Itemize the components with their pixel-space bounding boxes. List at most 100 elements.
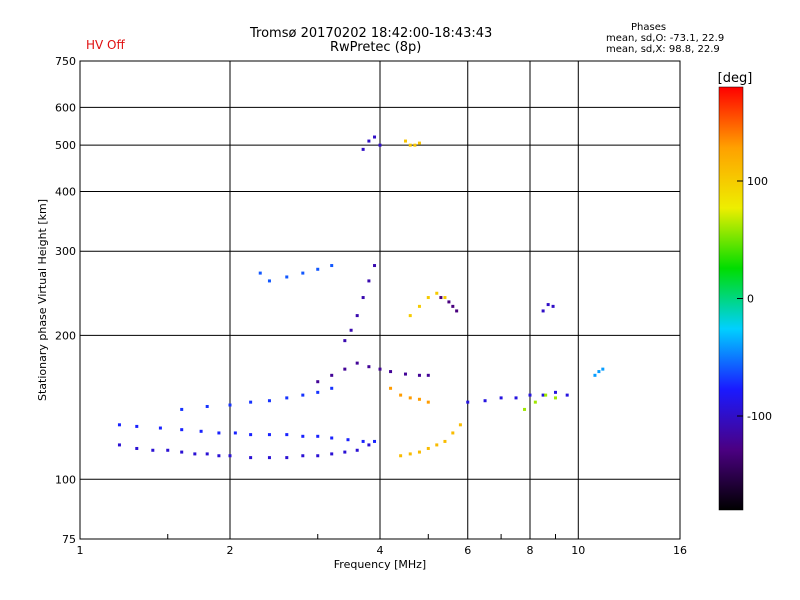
colorbar-ticks: 100 0 -100 — [737, 175, 772, 423]
data-point — [361, 147, 365, 151]
data-point — [435, 443, 439, 447]
data-point — [373, 264, 377, 268]
data-point — [199, 429, 203, 433]
y-axis-label: Stationary phase Virtual Height [km] — [36, 199, 49, 401]
data-point — [593, 373, 597, 377]
data-point — [361, 296, 365, 300]
x-tick-label: 16 — [673, 544, 687, 557]
data-point — [597, 370, 601, 374]
data-point — [533, 400, 537, 404]
data-point — [267, 456, 271, 460]
data-point — [439, 296, 443, 300]
data-point — [413, 143, 417, 147]
data-point — [180, 407, 184, 411]
data-point — [544, 393, 548, 397]
x-tick-label: 6 — [464, 544, 471, 557]
data-point — [330, 452, 334, 456]
data-point — [483, 399, 487, 403]
data-point — [316, 434, 320, 438]
data-point — [158, 426, 162, 430]
data-point — [361, 439, 365, 443]
data-point — [343, 367, 347, 371]
data-point — [267, 433, 271, 437]
plot-frame — [79, 60, 681, 540]
colorbar-tick-label: -100 — [747, 410, 772, 423]
data-point — [408, 452, 412, 456]
hv-status-label: HV Off — [86, 38, 125, 52]
data-point — [228, 454, 232, 458]
data-point — [399, 454, 403, 458]
data-point — [408, 143, 412, 147]
data-point — [426, 296, 430, 300]
data-point — [330, 373, 334, 377]
colorbar-tick-label: 0 — [747, 293, 754, 306]
data-point — [551, 304, 555, 308]
y-tick-label: 200 — [55, 329, 76, 342]
data-point — [249, 400, 253, 404]
chart-subtitle: RwPretec (8p) — [330, 40, 422, 55]
grid-lines — [80, 61, 680, 539]
data-point — [285, 456, 289, 460]
data-point — [426, 400, 430, 404]
data-point — [301, 393, 305, 397]
data-point — [228, 403, 232, 407]
data-point — [523, 407, 527, 411]
data-point — [316, 267, 320, 271]
data-point — [285, 433, 289, 437]
data-point — [378, 367, 382, 371]
data-point — [330, 436, 334, 440]
data-point — [349, 328, 353, 332]
data-point — [426, 446, 430, 450]
data-point — [528, 393, 532, 397]
x-tick-label: 1 — [77, 544, 84, 557]
data-point — [601, 367, 605, 371]
data-point — [355, 361, 359, 365]
data-point — [417, 373, 421, 377]
x-tick-label: 4 — [377, 544, 384, 557]
data-point — [217, 431, 221, 435]
data-point — [565, 393, 569, 397]
data-point — [514, 396, 518, 400]
data-point — [193, 452, 197, 456]
data-point — [553, 396, 557, 400]
data-point — [330, 386, 334, 390]
data-point — [343, 450, 347, 454]
y-tick-label: 500 — [55, 139, 76, 152]
data-point — [443, 439, 447, 443]
data-point — [403, 139, 407, 143]
data-point — [355, 448, 359, 452]
data-point — [541, 393, 545, 397]
phases-heading: Phases — [631, 22, 667, 33]
data-point — [301, 434, 305, 438]
data-point — [466, 400, 470, 404]
data-point — [373, 439, 377, 443]
data-point — [399, 393, 403, 397]
data-point — [417, 397, 421, 401]
y-tick-label: 400 — [55, 185, 76, 198]
data-point — [499, 396, 503, 400]
data-point — [389, 386, 393, 390]
data-point — [408, 396, 412, 400]
y-tick-label: 600 — [55, 101, 76, 114]
data-point — [205, 404, 209, 408]
data-point — [249, 456, 253, 460]
data-point — [426, 373, 430, 377]
data-point — [267, 279, 271, 283]
axis-ticks: 1 2 4 6 8 10 16 75 100 200 300 400 500 600 750 — [55, 55, 687, 557]
data-point — [546, 303, 550, 307]
x-tick-label: 10 — [571, 544, 585, 557]
data-point — [330, 264, 334, 268]
data-point — [117, 443, 121, 447]
data-point — [180, 450, 184, 454]
data-point — [367, 365, 371, 369]
colorbar-tick-label: 100 — [747, 175, 768, 188]
data-point — [343, 339, 347, 343]
data-point — [316, 380, 320, 384]
phases-o-stats: mean, sd,O: -73.1, 22.9 — [606, 33, 725, 44]
data-point — [301, 454, 305, 458]
data-point — [346, 438, 350, 442]
data-point — [301, 271, 305, 275]
data-point — [180, 428, 184, 432]
